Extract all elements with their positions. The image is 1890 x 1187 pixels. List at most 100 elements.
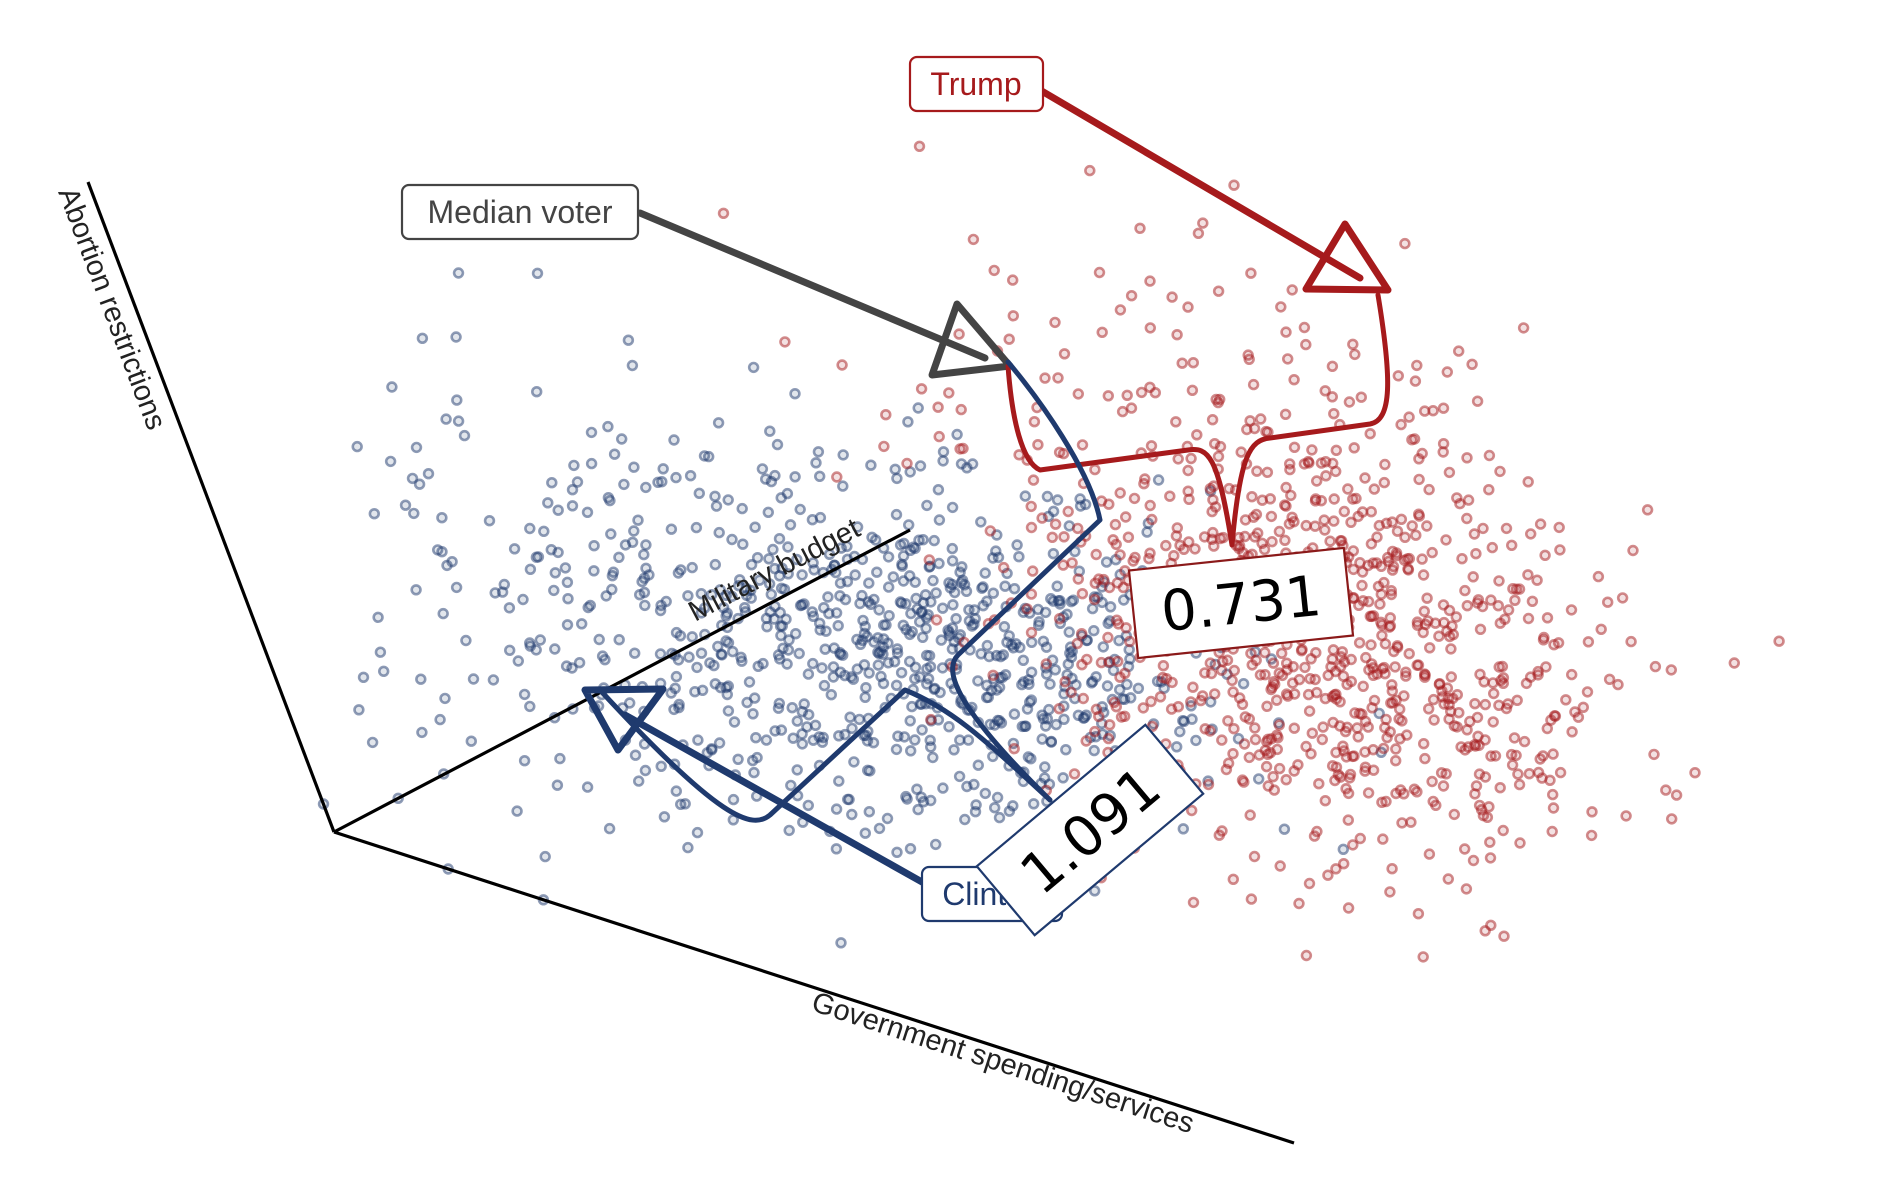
scatter-point-blue xyxy=(437,607,449,620)
scatter-point-blue xyxy=(606,583,618,596)
scatter-point-red xyxy=(1359,472,1371,484)
scatter-point-blue xyxy=(416,332,429,344)
scatter-point-blue xyxy=(636,575,648,588)
scatter-point-blue xyxy=(551,779,564,791)
scatter-point-red xyxy=(1375,588,1388,600)
scatter-point-blue xyxy=(793,647,805,660)
scatter-point-red xyxy=(1437,446,1449,458)
scatter-point-red xyxy=(1410,529,1422,541)
scatter-point-red xyxy=(1625,635,1637,648)
scatter-point-blue xyxy=(999,669,1012,681)
scatter-point-blue xyxy=(928,534,940,547)
scatter-point-red xyxy=(1319,385,1331,397)
scatter-point-red xyxy=(1302,455,1315,468)
scatter-point-red xyxy=(1393,703,1406,715)
scatter-point-blue xyxy=(775,629,787,642)
scatter-point-red xyxy=(1125,402,1138,414)
scatter-point-blue xyxy=(353,704,365,716)
scatter-point-blue xyxy=(1088,744,1100,757)
x-axis-line xyxy=(333,830,1295,1145)
scatter-point-red xyxy=(1473,739,1485,752)
scatter-point-red xyxy=(1053,446,1066,458)
scatter-point-red xyxy=(1565,668,1578,681)
scatter-point-blue xyxy=(539,850,551,863)
scatter-point-blue xyxy=(910,592,922,605)
scatter-point-blue xyxy=(670,626,683,639)
scatter-point-red xyxy=(1566,726,1578,738)
scatter-point-blue xyxy=(751,551,764,564)
scatter-point-red xyxy=(1467,571,1479,583)
scatter-point-red xyxy=(1330,444,1343,456)
scatter-point-red xyxy=(779,336,791,348)
scatter-point-red xyxy=(1541,612,1554,624)
scatter-point-red xyxy=(1046,531,1059,543)
scatter-point-red xyxy=(1502,698,1514,710)
scatter-point-red xyxy=(1239,514,1252,526)
scatter-point-blue xyxy=(789,627,802,640)
scatter-point-red xyxy=(1310,475,1323,487)
scatter-point-blue xyxy=(856,589,868,602)
scatter-point-blue xyxy=(508,543,521,555)
scatter-point-red xyxy=(1302,688,1315,701)
scatter-point-red xyxy=(1089,463,1101,476)
scatter-point-blue xyxy=(981,679,993,691)
scatter-point-blue xyxy=(1373,707,1385,720)
scatter-point-blue xyxy=(859,691,871,703)
scatter-point-red xyxy=(1260,425,1272,438)
scatter-point-blue xyxy=(566,484,579,496)
scatter-point-red xyxy=(953,328,965,340)
scatter-point-red xyxy=(1670,789,1683,801)
scatter-point-blue xyxy=(549,567,561,579)
scatter-point-red xyxy=(1391,525,1404,537)
scatter-point-blue xyxy=(607,566,620,578)
scatter-point-blue xyxy=(1051,494,1064,506)
scatter-point-red xyxy=(1498,930,1510,942)
scatter-point-red xyxy=(1433,630,1445,642)
scatter-point-red xyxy=(1585,829,1598,842)
median-voter-label: Median voter xyxy=(428,194,613,230)
scatter-point-red xyxy=(967,233,980,246)
scatter-point-blue xyxy=(806,606,818,618)
scatter-point-red xyxy=(1345,653,1357,666)
scatter-point-blue xyxy=(1057,772,1069,784)
scatter-point-red xyxy=(1390,549,1403,562)
clinton-distance-badge: 1.091 xyxy=(975,723,1205,937)
scatter-point-blue xyxy=(912,803,924,816)
scatter-point-blue xyxy=(904,715,916,727)
scatter-point-red xyxy=(1641,504,1654,516)
scatter-point-blue xyxy=(844,711,856,723)
scatter-point-blue xyxy=(487,674,500,686)
scatter-point-blue xyxy=(374,646,387,658)
scatter-point-blue xyxy=(930,587,942,599)
scatter-point-blue xyxy=(891,472,903,485)
scatter-point-red xyxy=(1336,646,1349,658)
scatter-point-blue xyxy=(733,574,746,586)
scatter-point-red xyxy=(1129,551,1141,564)
scatter-point-blue xyxy=(990,684,1003,696)
scatter-point-blue xyxy=(450,331,462,343)
scatter-point-blue xyxy=(961,462,973,474)
scatter-point-blue xyxy=(897,575,910,587)
scatter-point-blue xyxy=(1022,674,1035,686)
scatter-point-red xyxy=(1354,832,1367,845)
scatter-point-red xyxy=(1243,751,1256,764)
scatter-point-red xyxy=(1273,762,1286,775)
scatter-point-red xyxy=(1144,499,1156,512)
scatter-point-blue xyxy=(937,446,950,458)
scatter-point-red xyxy=(1520,677,1533,690)
scatter-point-blue xyxy=(1037,635,1050,647)
scatter-point-red xyxy=(1003,333,1015,345)
scatter-point-red xyxy=(1510,583,1523,595)
scatter-point-red xyxy=(1199,723,1211,735)
scatter-point-red xyxy=(1466,358,1478,370)
scatter-point-red xyxy=(1125,290,1138,302)
scatter-point-blue xyxy=(709,490,721,502)
scatter-point-red xyxy=(1135,386,1148,399)
scatter-point-red xyxy=(1518,735,1531,748)
scatter-point-blue xyxy=(750,731,762,744)
scatter-point-red xyxy=(1329,465,1342,478)
scatter-point-red xyxy=(1304,672,1316,685)
scatter-point-red xyxy=(1076,658,1088,671)
scatter-point-blue xyxy=(566,500,579,512)
scatter-point-red xyxy=(1371,531,1383,543)
